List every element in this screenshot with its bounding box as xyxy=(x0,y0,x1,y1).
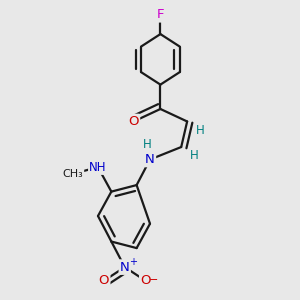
Text: CH₃: CH₃ xyxy=(62,169,83,179)
Text: N: N xyxy=(120,261,130,274)
Text: H: H xyxy=(196,124,204,137)
Text: −: − xyxy=(148,274,158,285)
Text: H: H xyxy=(143,138,152,151)
Text: O: O xyxy=(140,274,151,287)
Text: NH: NH xyxy=(89,161,107,174)
Text: +: + xyxy=(129,257,137,267)
Text: O: O xyxy=(128,115,139,128)
Text: H: H xyxy=(190,149,199,162)
Text: F: F xyxy=(157,8,164,21)
Text: O: O xyxy=(99,274,109,287)
Text: N: N xyxy=(145,153,155,166)
